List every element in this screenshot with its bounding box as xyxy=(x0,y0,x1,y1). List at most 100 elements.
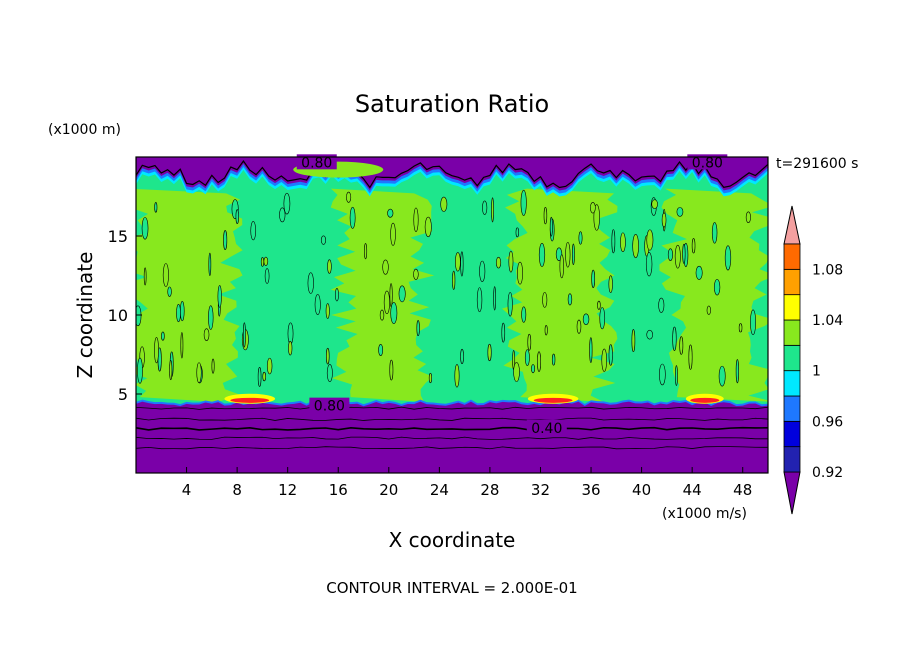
colorbar-swatch xyxy=(783,319,801,346)
cell-patch xyxy=(257,367,262,387)
contour-line xyxy=(136,417,768,421)
cell-patch xyxy=(390,302,398,325)
contour-label-bg xyxy=(309,397,350,413)
cell-patch xyxy=(180,332,184,359)
cell-patch xyxy=(565,241,571,268)
x-unit-label: (x1000 m/s) xyxy=(662,506,747,522)
colorbar-swatch xyxy=(783,420,801,448)
cell-patch xyxy=(672,326,677,351)
cell-patch xyxy=(674,244,681,269)
cell-patch xyxy=(266,357,273,375)
cell-patch xyxy=(576,319,582,334)
cell-patch xyxy=(542,292,548,308)
cell-patch xyxy=(608,344,613,366)
saturated-column xyxy=(330,188,435,402)
cell-patch xyxy=(646,229,654,251)
cell-patch xyxy=(479,260,486,282)
x-axis: 4 8 12 16 20 24 28 32 36 40 44 48 xyxy=(182,467,752,499)
cell-patch xyxy=(413,207,419,232)
y-axis: 5 10 15 xyxy=(108,227,142,404)
y-unit-label: (x1000 m) xyxy=(48,122,121,138)
cell-patch xyxy=(667,248,673,261)
y-axis-title: Z coordinate xyxy=(73,252,97,379)
y-tick-label: 15 xyxy=(108,227,128,246)
cell-patch xyxy=(314,294,321,315)
cell-patch xyxy=(242,322,246,348)
x-tick-label: 40 xyxy=(632,481,651,499)
cell-patch xyxy=(413,268,419,280)
cell-patch xyxy=(383,290,390,315)
chart-title: Saturation Ratio xyxy=(355,90,549,118)
cell-patch xyxy=(137,357,143,384)
cell-patch xyxy=(675,365,678,386)
cell-patch xyxy=(491,197,494,223)
x-axis-title: X coordinate xyxy=(389,528,516,552)
x-tick-label: 12 xyxy=(278,481,297,499)
colorbar-tick-label: 1.04 xyxy=(812,313,843,329)
colorbar-tick-label: 1 xyxy=(812,364,821,380)
colorbar-swatch xyxy=(783,344,801,372)
cell-patch xyxy=(559,254,564,279)
contour-label-bg xyxy=(687,154,728,170)
cell-patch xyxy=(549,216,553,237)
cell-patch xyxy=(390,222,396,246)
cell-patch xyxy=(599,307,606,330)
cell-patch xyxy=(440,196,448,212)
cell-patch xyxy=(454,364,460,388)
cell-patch xyxy=(223,230,228,250)
x-tick-label: 32 xyxy=(531,481,550,499)
cell-patch xyxy=(279,207,286,223)
saturated-column xyxy=(136,189,243,402)
cell-patch xyxy=(724,245,732,271)
cell-patch xyxy=(659,363,666,386)
cell-patch xyxy=(531,364,535,374)
cell-patch xyxy=(520,189,527,216)
cell-patch xyxy=(154,202,158,213)
contour-line xyxy=(136,406,768,410)
contour-label-bg xyxy=(296,154,337,170)
cell-patch xyxy=(527,333,532,351)
time-label: t=291600 s xyxy=(776,156,858,172)
cell-patch xyxy=(682,243,686,264)
cell-patch xyxy=(235,209,239,225)
cell-patch xyxy=(711,222,718,244)
cell-patch xyxy=(141,217,149,240)
cell-patch xyxy=(601,348,608,372)
supersaturated-spot xyxy=(230,397,270,403)
cell-patch xyxy=(196,362,202,384)
cell-patch xyxy=(416,320,420,337)
contour-line xyxy=(136,426,768,431)
y-tick-label: 5 xyxy=(118,385,128,404)
cell-patch xyxy=(161,331,165,341)
cell-patch xyxy=(387,208,394,218)
cell-patch xyxy=(382,259,389,275)
cell-patch xyxy=(349,206,356,229)
cell-patch xyxy=(327,259,332,274)
cell-patch xyxy=(713,279,721,296)
cell-patch xyxy=(646,329,654,340)
cell-patch xyxy=(379,309,385,321)
colorbar: 0.92 0.96 1 1.04 1.08 xyxy=(783,205,843,515)
cell-patch xyxy=(551,353,556,366)
cell-patch xyxy=(738,323,743,333)
cell-patch xyxy=(288,340,293,356)
cell-patch xyxy=(154,337,159,364)
cell-patch xyxy=(501,322,506,343)
cell-patch xyxy=(162,263,169,287)
cell-patch xyxy=(538,242,546,267)
cell-patch xyxy=(658,297,665,313)
cell-patch xyxy=(378,344,384,356)
cell-patch xyxy=(167,286,172,297)
cell-patch xyxy=(521,306,527,323)
cell-patch xyxy=(428,372,433,384)
cell-patch xyxy=(544,325,548,336)
contour-line xyxy=(136,436,768,440)
cell-patch xyxy=(495,256,502,269)
supersaturated-spot xyxy=(690,397,720,403)
cell-patch xyxy=(262,371,267,382)
upper-dry-layer xyxy=(136,157,768,191)
cell-patch xyxy=(260,257,265,267)
cell-patch xyxy=(493,286,496,311)
cell-patch xyxy=(263,256,269,266)
cell-patch xyxy=(679,336,684,355)
